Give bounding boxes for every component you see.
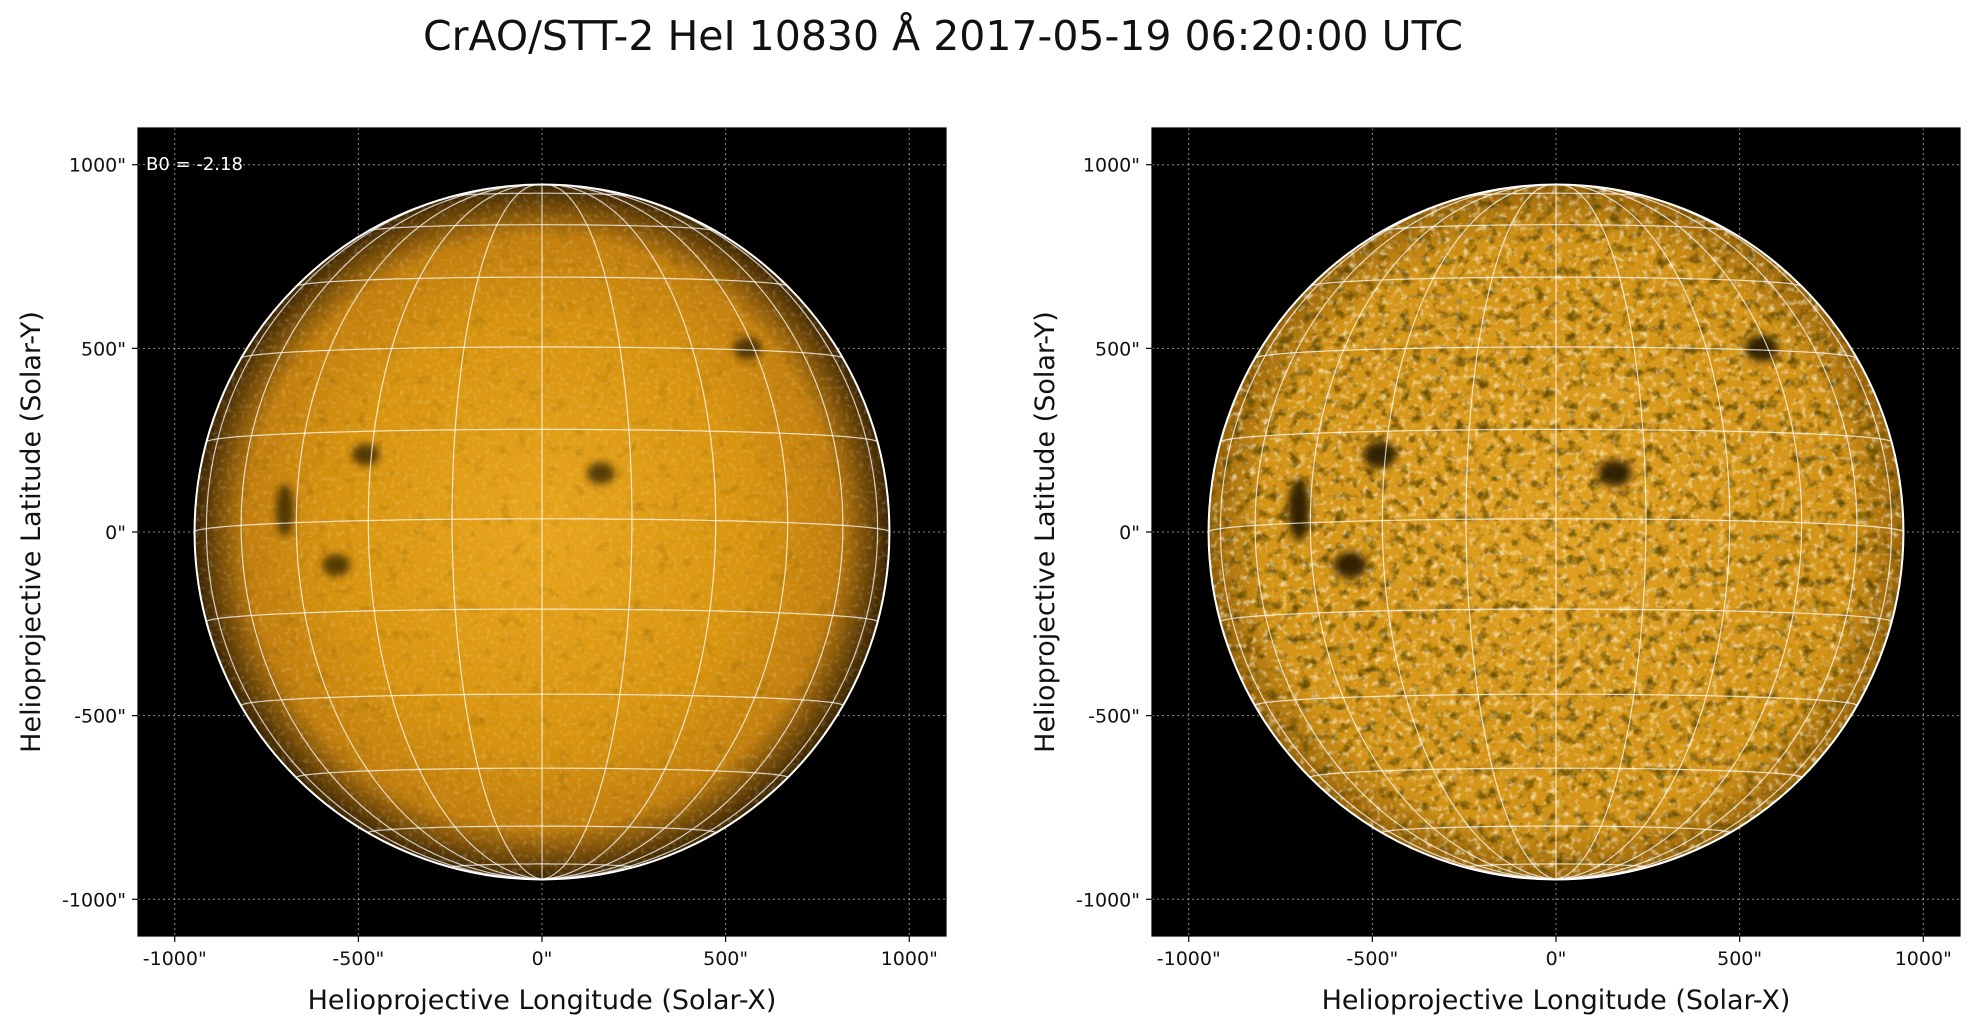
heliographic-grid	[1208, 184, 1904, 880]
dark-patch	[351, 443, 380, 466]
active-region	[1597, 460, 1632, 487]
x-tick-label: 1000"	[1895, 948, 1952, 970]
filament	[1288, 478, 1310, 542]
limb-outline	[193, 183, 891, 881]
active-region	[586, 462, 615, 485]
x-tick-label: 500"	[1717, 948, 1762, 970]
y-axis-label: Helioprojective Latitude (Solar-Y)	[16, 311, 47, 753]
y-tick-label: 0"	[105, 522, 126, 544]
y-tick-label: 0"	[1119, 522, 1140, 544]
y-tick-label: -1000"	[1076, 889, 1140, 911]
x-axis-label: Helioprojective Longitude (Solar-X)	[308, 985, 777, 1016]
x-tick-label: 0"	[532, 948, 553, 970]
dark-patch	[1744, 335, 1779, 362]
dark-features	[1288, 335, 1779, 579]
y-tick-label: 1000"	[69, 155, 126, 177]
solar-disk	[1208, 184, 1904, 880]
heliographic-grid	[194, 184, 890, 880]
x-tick-label: 1000"	[881, 948, 938, 970]
b0-annotation: B0 = -2.18	[146, 154, 243, 175]
dark-patch	[733, 337, 762, 360]
axis-ticks: -1000" -500" 0" 500" 1000" -1000" -500" 0" 500" 1…	[62, 155, 938, 970]
x-tick-label: 500"	[703, 948, 748, 970]
x-tick-label: 0"	[1546, 948, 1567, 970]
y-tick-label: 500"	[1095, 338, 1140, 360]
x-tick-label: -500"	[332, 948, 384, 970]
y-tick-label: -1000"	[62, 889, 126, 911]
dark-patch	[1362, 441, 1397, 469]
solar-disk	[194, 184, 890, 880]
axis-ticks: -1000" -500" 0" 500" 1000" -1000" -500" 0" 500" 1…	[1076, 155, 1952, 970]
y-axis-label: Helioprojective Latitude (Solar-Y)	[1030, 311, 1061, 753]
y-tick-label: -500"	[1088, 706, 1140, 728]
dark-patch	[1333, 551, 1368, 579]
y-tick-label: 500"	[81, 338, 126, 360]
x-tick-label: -1000"	[1157, 948, 1221, 970]
x-tick-label: -1000"	[143, 948, 207, 970]
x-tick-label: -500"	[1346, 948, 1398, 970]
figure-title: CrAO/STT-2 HeI 10830 Å 2017-05-19 06:20:…	[423, 12, 1463, 60]
limb-outline	[1207, 183, 1905, 881]
y-tick-label: -500"	[74, 706, 126, 728]
dark-patch	[322, 554, 351, 577]
x-axis-label: Helioprojective Longitude (Solar-X)	[1322, 985, 1791, 1016]
y-tick-label: 1000"	[1083, 155, 1140, 177]
